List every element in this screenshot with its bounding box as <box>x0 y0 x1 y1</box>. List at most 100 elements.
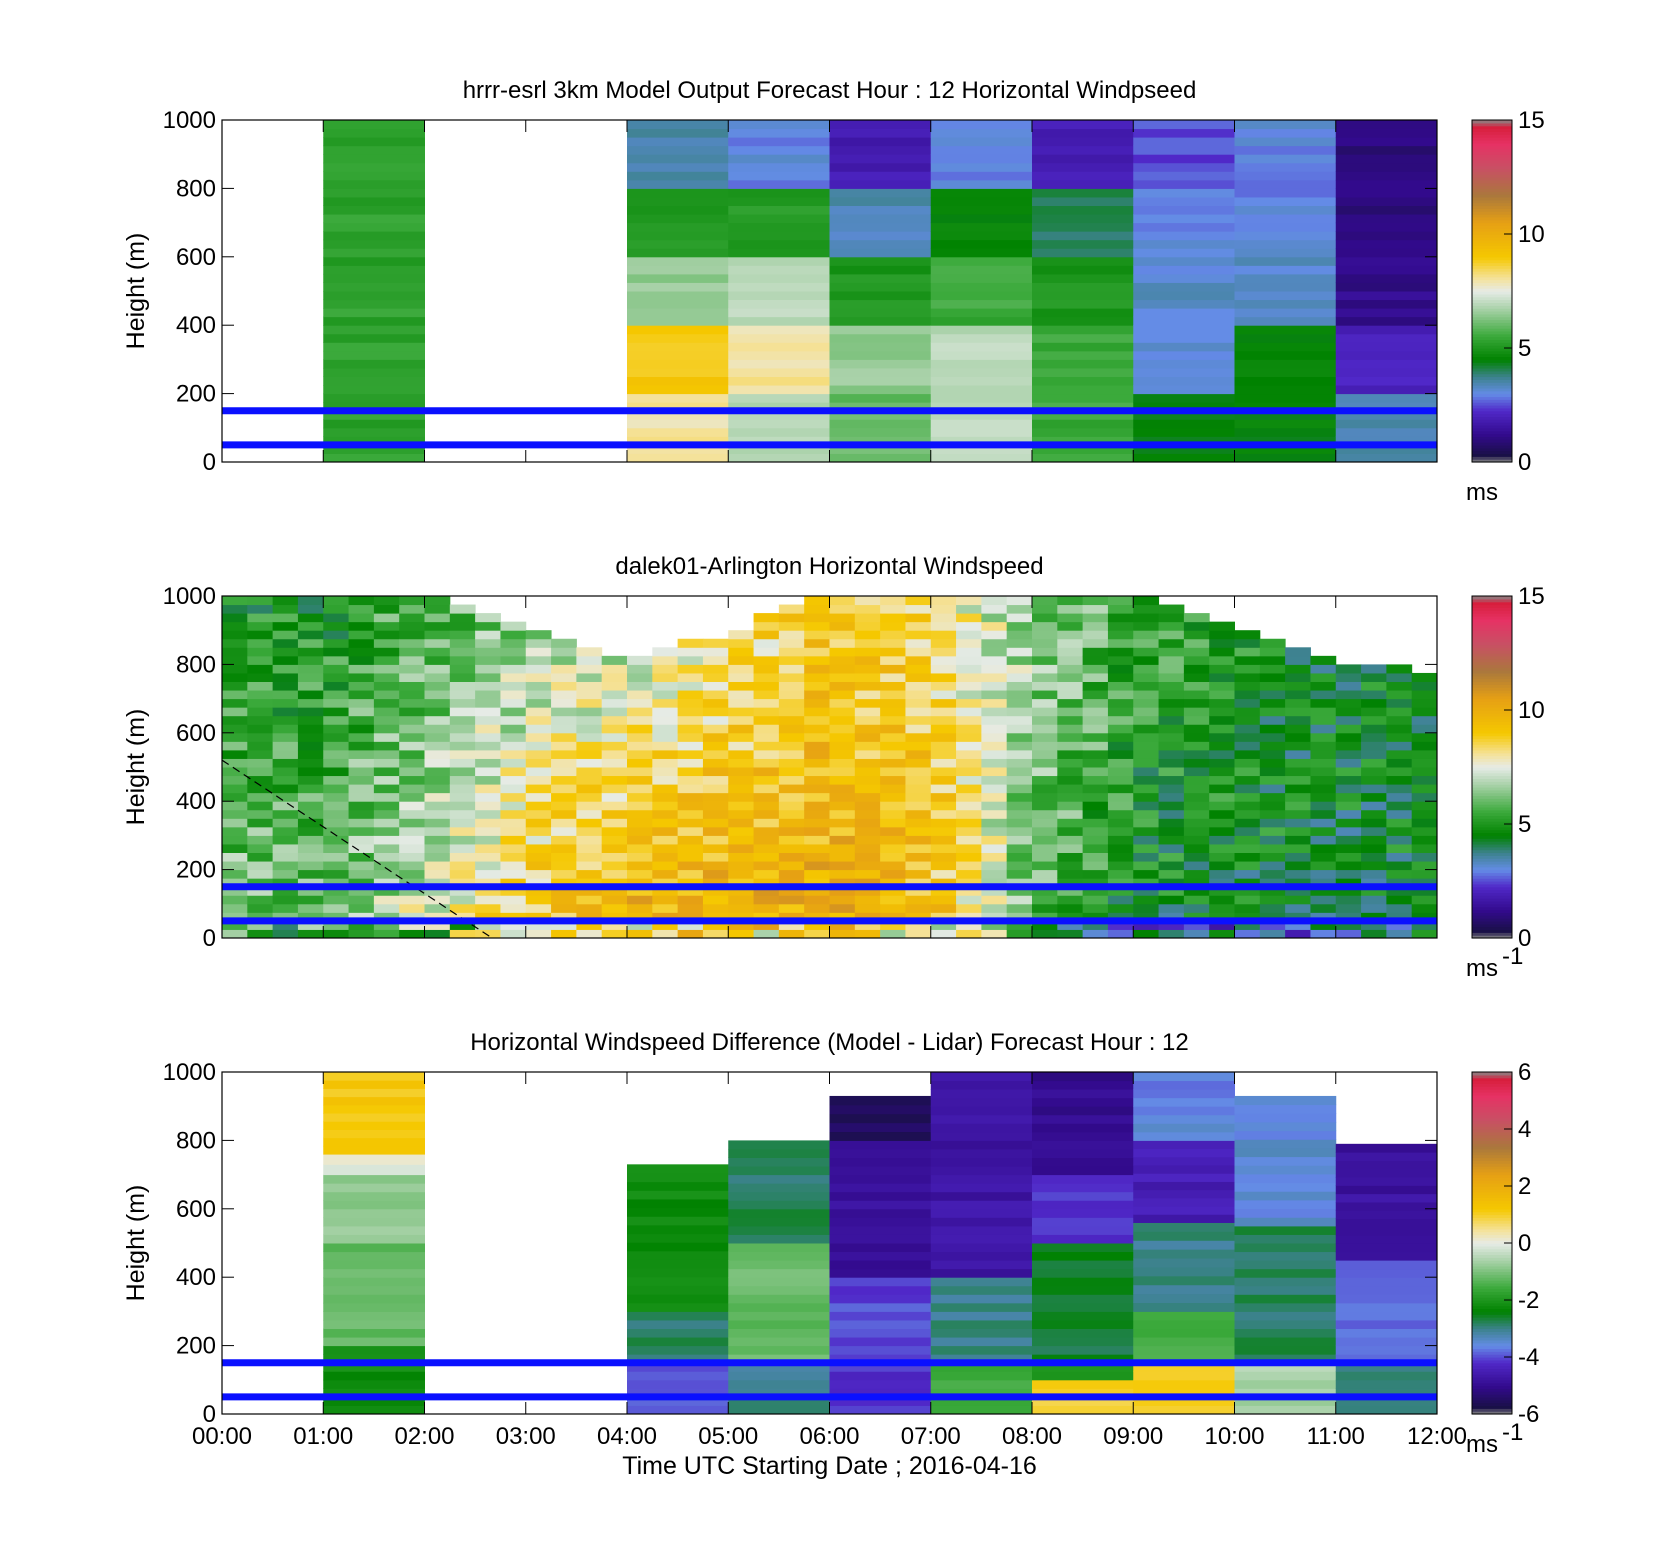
cell <box>829 154 932 164</box>
cell <box>525 912 552 922</box>
cell <box>854 672 881 682</box>
cell <box>627 1379 729 1389</box>
cell <box>1158 758 1185 768</box>
cell <box>500 912 527 922</box>
colorbar-segment <box>1472 353 1512 358</box>
cell <box>981 672 1008 682</box>
colorbar-segment <box>1472 744 1512 748</box>
colorbar-segment <box>1472 273 1512 278</box>
cell <box>728 1148 830 1158</box>
cell <box>424 715 451 725</box>
cell <box>1259 647 1286 657</box>
cell <box>1259 655 1286 665</box>
colorbar-segment <box>1472 1205 1512 1210</box>
colorbar-segment <box>1472 792 1512 797</box>
cell <box>930 912 957 922</box>
cell <box>424 775 451 785</box>
cell <box>829 1243 932 1253</box>
cell <box>222 835 248 845</box>
colorbar-segment <box>1472 621 1512 626</box>
cell <box>399 903 425 913</box>
colorbar-segment <box>1472 1405 1512 1409</box>
colorbar-segment <box>1472 846 1512 851</box>
cell <box>1032 690 1058 700</box>
cell <box>323 852 350 862</box>
colorbar-segment <box>1472 219 1512 224</box>
cell <box>880 895 906 905</box>
cell <box>1107 929 1134 938</box>
cell <box>297 741 324 751</box>
colorbar-segment <box>1472 387 1512 392</box>
cell <box>854 784 881 794</box>
cell <box>373 596 400 606</box>
cell <box>753 749 780 759</box>
cell <box>930 664 957 674</box>
cell <box>1032 342 1134 352</box>
cell <box>1032 1268 1134 1278</box>
cell <box>829 350 932 360</box>
cell <box>956 758 982 768</box>
cell <box>1032 265 1134 275</box>
cell <box>728 1277 830 1287</box>
cell <box>1234 878 1261 888</box>
colorbar-segment <box>1472 721 1512 725</box>
colorbar-segment <box>1472 1134 1512 1139</box>
cell <box>1411 792 1437 802</box>
cell <box>1133 1388 1235 1398</box>
cell <box>1133 1396 1235 1406</box>
cell <box>1032 801 1058 811</box>
colorbar-segment <box>1472 735 1512 740</box>
cell <box>1057 801 1084 811</box>
colorbar-segment <box>1472 806 1512 811</box>
cell <box>348 758 375 768</box>
cell <box>880 681 906 691</box>
cell <box>1082 690 1109 700</box>
cell <box>297 920 324 930</box>
cell <box>829 188 932 198</box>
cell <box>1032 1371 1134 1381</box>
cell <box>1032 1294 1134 1304</box>
cell <box>627 1250 729 1260</box>
cell <box>627 826 653 836</box>
cell <box>677 861 704 871</box>
colorbar-segment <box>1472 1114 1512 1119</box>
cell <box>804 741 830 751</box>
cell <box>627 120 729 130</box>
cell <box>1335 1319 1437 1329</box>
cell <box>1006 818 1033 828</box>
cell <box>1335 690 1362 700</box>
cell <box>323 638 350 648</box>
cell <box>1032 145 1134 155</box>
cell <box>348 596 375 606</box>
cell <box>1032 878 1058 888</box>
colorbar-segment <box>1472 1111 1512 1116</box>
cell <box>702 707 729 717</box>
cell <box>323 707 350 717</box>
cell <box>702 741 729 751</box>
cell <box>728 792 755 802</box>
x-tick-label: 06:00 <box>799 1423 859 1450</box>
cell <box>297 929 324 938</box>
colorbar-segment <box>1472 758 1512 762</box>
cell <box>272 903 299 913</box>
colorbar-segment <box>1472 635 1512 640</box>
colorbar-segment <box>1472 855 1512 859</box>
cell <box>399 912 425 922</box>
cell <box>1411 912 1437 922</box>
cell <box>778 647 805 657</box>
cell <box>222 741 248 751</box>
cell <box>1032 248 1134 258</box>
cell <box>804 621 830 631</box>
colorbar-segment <box>1472 727 1512 731</box>
cell <box>930 861 957 871</box>
cell <box>601 664 628 674</box>
cell <box>804 664 830 674</box>
cell <box>1335 1328 1437 1338</box>
cell <box>1234 1388 1337 1398</box>
cell <box>652 741 679 751</box>
cell <box>272 843 299 853</box>
cell <box>1234 222 1337 232</box>
cell <box>702 681 729 691</box>
cell <box>272 741 299 751</box>
